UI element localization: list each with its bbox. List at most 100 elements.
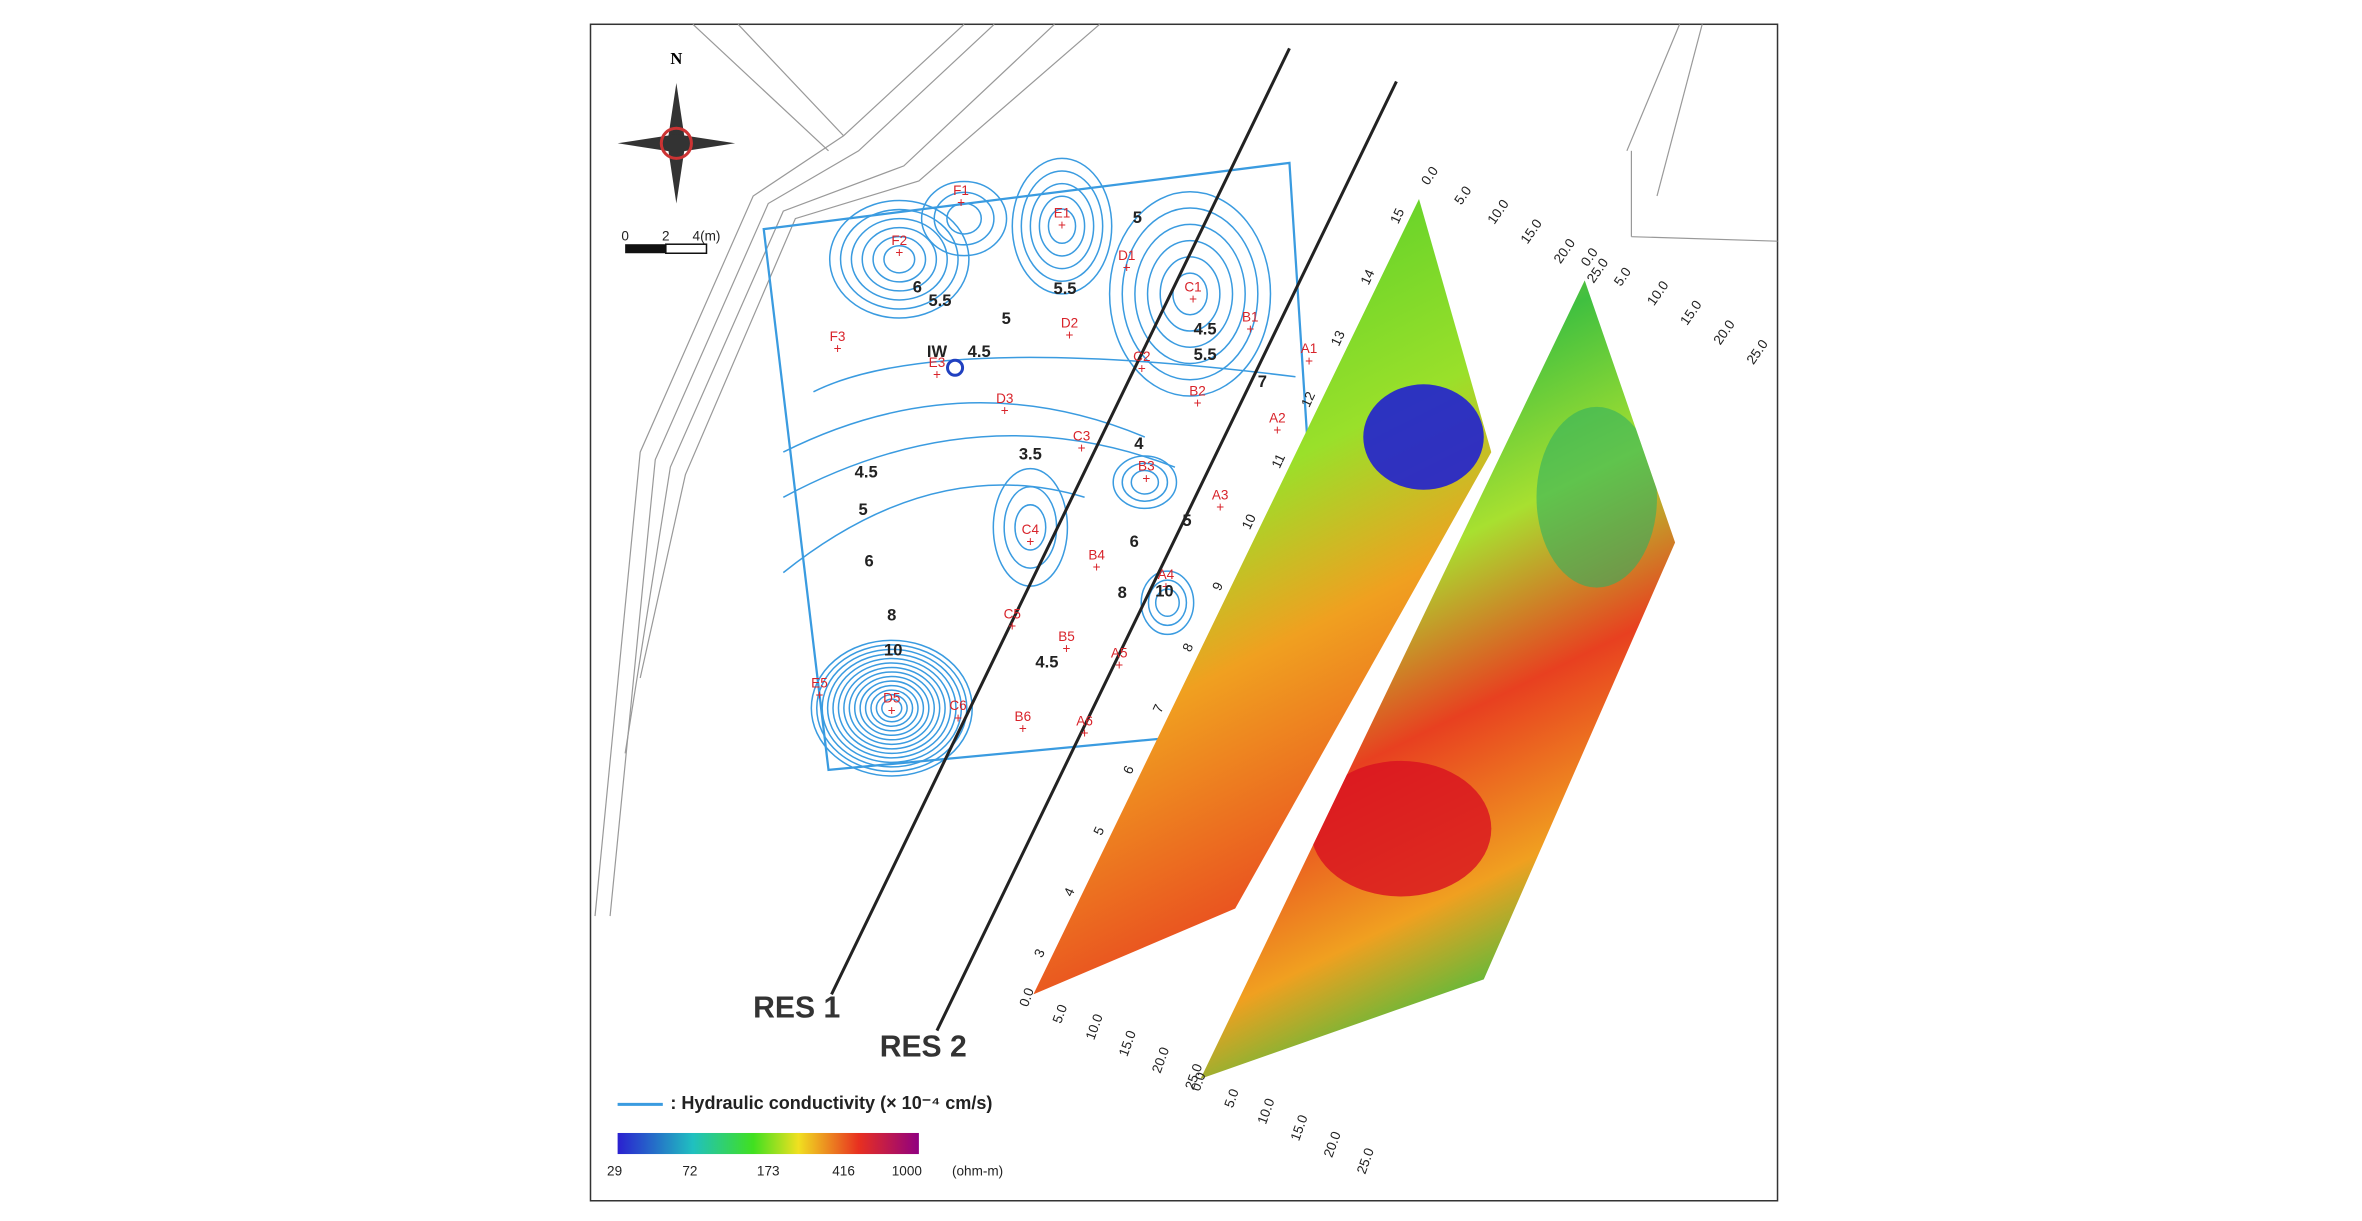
well-label: A5 xyxy=(1111,646,1128,661)
depth-tick: 12 xyxy=(1298,389,1318,409)
well-marker: + xyxy=(954,710,962,725)
well-label: F2 xyxy=(891,233,907,248)
contour xyxy=(782,435,1176,498)
well-marker: + xyxy=(1123,260,1131,275)
legend-label: : Hydraulic conductivity (× 10⁻⁴ cm/s) xyxy=(670,1093,992,1113)
depth-tick: 9 xyxy=(1209,580,1226,593)
contours xyxy=(782,157,1296,777)
well-label: F3 xyxy=(830,329,846,344)
contour-label: 8 xyxy=(887,606,896,625)
res1-line xyxy=(830,47,1291,996)
colorbar xyxy=(617,1132,919,1155)
contour-label: 10 xyxy=(1155,582,1173,601)
contour xyxy=(826,653,957,764)
contour xyxy=(843,666,941,750)
well-label: B2 xyxy=(1189,383,1206,398)
contour-label: 4 xyxy=(1134,434,1144,453)
well-marker: + xyxy=(1026,534,1034,549)
distance-tick: 10.0 xyxy=(1083,1012,1106,1042)
well-marker: + xyxy=(1246,322,1254,337)
distance-tick: 20.0 xyxy=(1710,317,1737,347)
frame xyxy=(589,23,1779,1202)
well-label: C6 xyxy=(949,698,966,713)
well-label: B3 xyxy=(1138,459,1155,474)
distance-tick: 25.0 xyxy=(1744,337,1771,367)
well-marker: + xyxy=(1138,361,1146,376)
contour xyxy=(813,356,1296,393)
contour xyxy=(1130,469,1160,495)
contour xyxy=(861,226,938,292)
well-label: B6 xyxy=(1015,709,1032,724)
contour xyxy=(1172,272,1208,316)
distance-tick: 20.0 xyxy=(1321,1129,1344,1159)
distance-tick: 20.0 xyxy=(1551,236,1578,266)
contour xyxy=(1011,157,1113,295)
depth-tick: 3 xyxy=(1031,947,1048,960)
depth-tick: 13 xyxy=(1328,328,1348,348)
north-arrow xyxy=(617,83,736,204)
contour xyxy=(782,484,1085,574)
distance-tick: 15.0 xyxy=(1116,1028,1139,1058)
contour xyxy=(870,689,914,728)
colorbar-label: 173 xyxy=(757,1164,780,1179)
well-label: D1 xyxy=(1118,248,1135,263)
well-marker: + xyxy=(1162,579,1170,594)
north-label: N xyxy=(670,49,682,68)
well-marker: + xyxy=(1142,471,1150,486)
well-label: C5 xyxy=(1004,606,1021,621)
contour-label: 7 xyxy=(1258,372,1267,391)
line-label: RES 1 xyxy=(753,991,840,1024)
contour xyxy=(1134,223,1246,365)
scale-bar xyxy=(665,243,708,255)
contour xyxy=(883,244,916,274)
contour xyxy=(1140,570,1195,636)
well-marker: + xyxy=(1273,423,1281,438)
distance-tick: 10.0 xyxy=(1254,1096,1277,1126)
distance-tick: 0.0 xyxy=(1188,1070,1209,1093)
contour xyxy=(1147,579,1188,627)
contour-label: 6 xyxy=(1130,532,1139,551)
distance-tick: 15.0 xyxy=(1518,216,1545,246)
contour-label: 5 xyxy=(1182,511,1191,530)
well-label: E1 xyxy=(1054,206,1071,221)
contour-label: 6 xyxy=(913,277,922,296)
distance-tick: 5.0 xyxy=(1611,265,1634,289)
well-label: A2 xyxy=(1269,411,1286,426)
contour xyxy=(1029,182,1095,270)
contour xyxy=(837,662,946,755)
well-marker: + xyxy=(933,367,941,382)
contour xyxy=(782,402,1146,453)
well-label: B1 xyxy=(1242,310,1259,325)
contour xyxy=(1121,207,1259,381)
scale-label: 0 xyxy=(621,228,629,243)
well-marker: + xyxy=(1115,658,1123,673)
contour-label: 10 xyxy=(884,640,902,659)
well-marker: + xyxy=(1001,403,1009,418)
well-label: C4 xyxy=(1022,522,1040,537)
well-marker: + xyxy=(1305,353,1313,368)
well-label: A1 xyxy=(1301,341,1318,356)
contour-label: 5 xyxy=(1002,309,1011,328)
scale-bar xyxy=(625,244,666,254)
contour-label: 6 xyxy=(865,551,874,570)
injection-well-label: IW xyxy=(927,342,948,361)
contour-label: 8 xyxy=(1118,583,1127,602)
well-marker: + xyxy=(1078,441,1086,456)
well-label: F1 xyxy=(953,183,969,198)
contour xyxy=(848,671,936,746)
distance-tick: 10.0 xyxy=(1484,197,1511,227)
well-label: C3 xyxy=(1073,429,1090,444)
well-label: C2 xyxy=(1133,349,1150,364)
well-marker: + xyxy=(1189,292,1197,307)
well-marker: + xyxy=(1066,328,1074,343)
roads xyxy=(594,23,1778,917)
contour xyxy=(1047,208,1077,245)
distance-tick: 10.0 xyxy=(1644,278,1671,308)
well-label: A3 xyxy=(1212,487,1229,502)
distance-tick: 25.0 xyxy=(1354,1146,1377,1176)
well-marker: + xyxy=(1216,499,1224,514)
well-marker: + xyxy=(888,703,896,718)
contour xyxy=(1121,462,1169,502)
scale-label: 2 xyxy=(662,228,670,243)
colorbar-label: 29 xyxy=(607,1164,622,1179)
